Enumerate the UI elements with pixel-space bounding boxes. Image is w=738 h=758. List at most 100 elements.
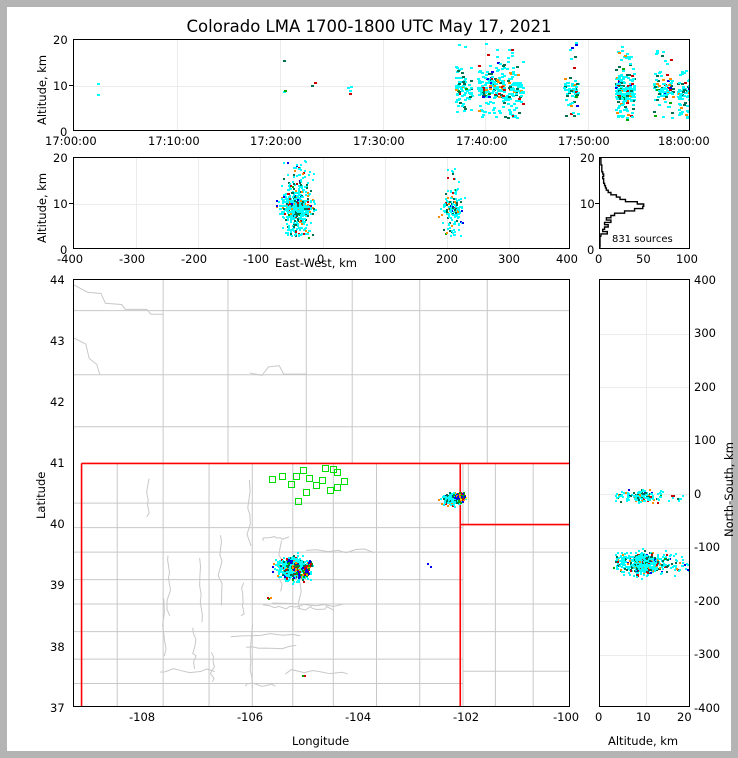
source-point (621, 84, 625, 87)
county-boundary (271, 602, 344, 607)
source-point (617, 52, 621, 55)
source-point (502, 84, 506, 86)
source-point (287, 569, 290, 572)
source-point (498, 96, 501, 99)
source-point (298, 220, 301, 223)
source-point (621, 93, 625, 96)
source-point (298, 205, 301, 208)
source-point (295, 205, 298, 208)
source-point (298, 167, 301, 170)
source-point (300, 211, 303, 214)
source-point (300, 187, 303, 190)
source-point (440, 497, 443, 500)
source-point (634, 570, 637, 573)
source-point (644, 490, 646, 493)
source-point (493, 80, 496, 83)
source-point (574, 86, 578, 89)
source-point (626, 96, 629, 99)
source-point (669, 87, 673, 90)
source-point (478, 71, 481, 74)
source-point (297, 219, 299, 222)
source-point (640, 565, 643, 568)
source-point (460, 86, 464, 89)
source-point (671, 116, 675, 119)
source-point (462, 494, 465, 497)
source-point (639, 500, 642, 503)
source-point (456, 492, 459, 495)
source-point (276, 560, 279, 563)
source-point (630, 111, 634, 114)
source-point (672, 566, 675, 569)
source-point (307, 199, 310, 202)
source-point (287, 219, 290, 222)
source-point (289, 215, 292, 218)
source-point (481, 109, 485, 112)
source-point (687, 569, 689, 572)
source-point (277, 563, 280, 566)
source-point (313, 81, 317, 84)
source-point (302, 674, 305, 677)
source-point (291, 214, 294, 217)
axis-tick-label: 20 (53, 151, 68, 165)
source-point (677, 89, 681, 92)
source-point (621, 67, 625, 70)
source-point (657, 557, 660, 560)
source-point (512, 82, 516, 85)
source-point (295, 577, 298, 580)
source-point (297, 574, 300, 577)
source-point (576, 94, 580, 97)
source-point (639, 570, 642, 573)
source-point (452, 495, 455, 498)
axis-tick-label: 17:30:00 (353, 134, 405, 148)
source-point (506, 68, 510, 71)
source-point (313, 200, 315, 203)
source-point (653, 556, 656, 559)
source-point (647, 574, 650, 577)
source-point (300, 185, 303, 188)
source-point (276, 199, 279, 202)
source-point (638, 492, 641, 495)
lma-station-marker (340, 478, 348, 486)
source-point (469, 96, 473, 99)
source-point (293, 220, 296, 222)
source-point (301, 195, 304, 198)
source-point (310, 200, 313, 203)
source-point (445, 193, 447, 196)
source-point (450, 209, 453, 212)
source-point (650, 557, 653, 560)
source-point (515, 94, 519, 97)
source-point (615, 90, 619, 93)
source-point (619, 565, 622, 568)
source-point (455, 192, 458, 195)
axis-tick-label: 0 (60, 243, 68, 257)
source-point (627, 562, 629, 565)
source-point (295, 562, 298, 565)
source-point (458, 77, 462, 80)
source-point (290, 230, 293, 233)
source-point (479, 104, 483, 107)
source-point (619, 555, 622, 558)
source-point (303, 221, 306, 224)
source-point (302, 232, 305, 235)
source-point (292, 574, 294, 577)
source-point (302, 207, 305, 209)
source-point (654, 53, 658, 56)
source-point (498, 88, 502, 91)
source-point (303, 227, 306, 230)
source-point (304, 564, 307, 567)
source-point (511, 113, 514, 116)
source-point (516, 81, 520, 84)
source-point (304, 577, 307, 580)
source-point (299, 193, 302, 196)
source-point (685, 91, 689, 94)
axis-tick-label: 40 (50, 517, 65, 531)
source-point (477, 65, 481, 68)
source-point (272, 566, 275, 569)
source-point (309, 206, 312, 209)
source-point (632, 557, 635, 560)
source-point (620, 59, 624, 62)
source-point (632, 100, 636, 103)
source-point (446, 200, 449, 203)
source-point (664, 84, 668, 87)
source-point (286, 199, 289, 202)
